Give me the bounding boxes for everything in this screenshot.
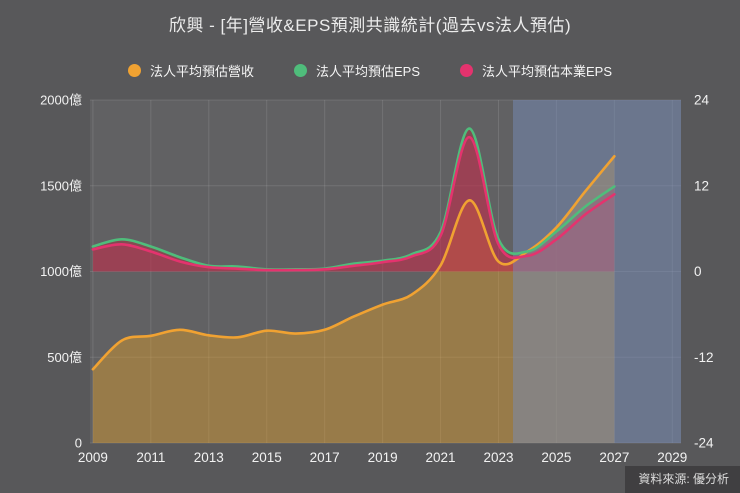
legend-item-revenue[interactable]: 法人平均預估營收 (127, 61, 254, 80)
svg-text:2011: 2011 (136, 450, 165, 465)
svg-text:2029: 2029 (657, 450, 687, 465)
svg-text:2025: 2025 (541, 450, 571, 465)
legend-dot-core-eps-icon (460, 64, 473, 77)
legend-item-eps[interactable]: 法人平均預估EPS (293, 61, 420, 80)
svg-text:2017: 2017 (310, 450, 340, 465)
svg-text:1000億: 1000億 (40, 264, 82, 279)
svg-text:2015: 2015 (252, 450, 282, 465)
svg-text:2000億: 2000億 (40, 93, 82, 108)
data-source-label: 資料來源: 優分析 (625, 466, 740, 493)
svg-text:1500億: 1500億 (40, 178, 82, 193)
svg-text:2013: 2013 (194, 450, 224, 465)
svg-text:-12: -12 (694, 350, 714, 365)
legend-dot-revenue-icon (127, 64, 141, 77)
svg-text:12: 12 (694, 178, 709, 193)
legend-item-core-eps[interactable]: 法人平均預估本業EPS (460, 61, 612, 80)
svg-text:500億: 500億 (47, 350, 82, 365)
legend-label-core-eps: 法人平均預估本業EPS (482, 64, 613, 79)
legend-dot-eps-icon (293, 64, 307, 77)
chart-legend: 法人平均預估營收 法人平均預估EPS 法人平均預估本業EPS (0, 61, 740, 80)
svg-text:24: 24 (694, 93, 710, 108)
svg-text:2021: 2021 (426, 450, 456, 465)
svg-text:2009: 2009 (78, 450, 108, 465)
svg-text:2027: 2027 (599, 450, 629, 465)
svg-text:-24: -24 (694, 436, 714, 451)
chart-title: 欣興 - [年]營收&EPS預測共識統計(過去vs法人預估) (168, 16, 572, 35)
svg-text:2023: 2023 (483, 450, 513, 465)
legend-label-eps: 法人平均預估EPS (315, 64, 420, 79)
svg-text:2019: 2019 (368, 450, 398, 465)
legend-label-revenue: 法人平均預估營收 (149, 64, 254, 79)
svg-text:0: 0 (694, 264, 702, 279)
svg-text:0: 0 (75, 436, 82, 451)
